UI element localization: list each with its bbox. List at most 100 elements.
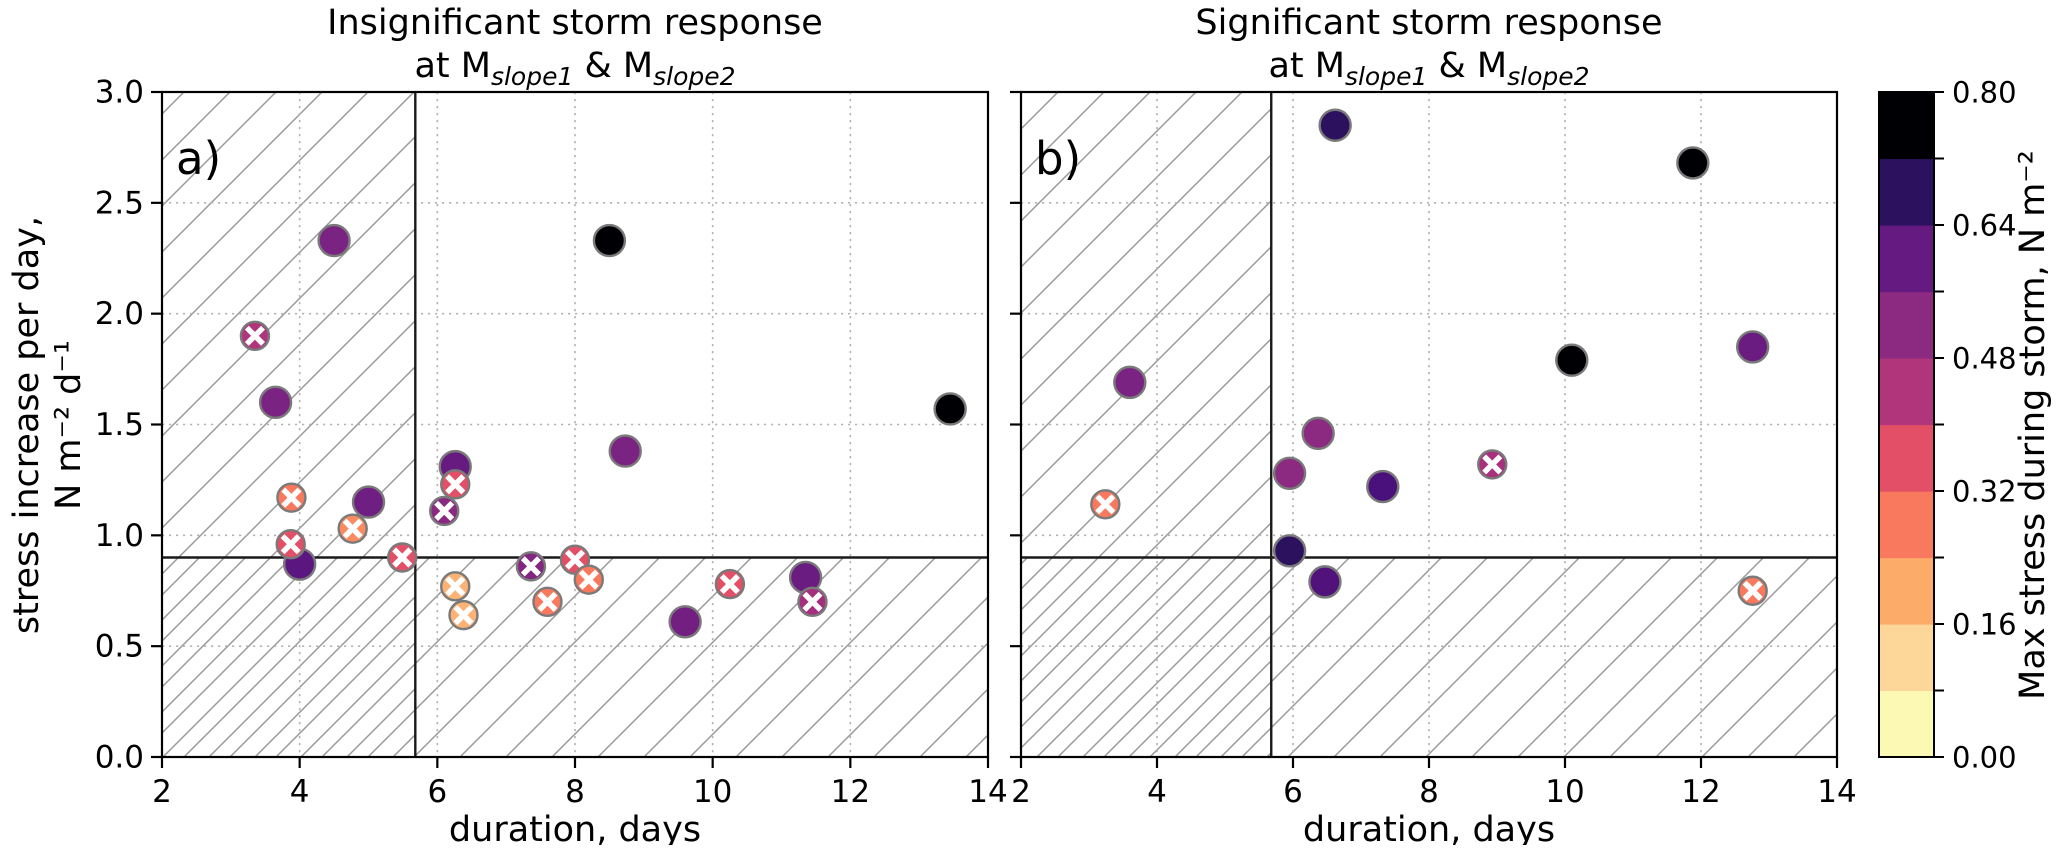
- colorbar-segment: [1879, 557, 1934, 625]
- x-axis-label: duration, days: [1303, 810, 1555, 845]
- x-marker-icon: [564, 549, 586, 570]
- y-tick-label: 3.0: [95, 75, 144, 111]
- x-marker-icon: [434, 500, 455, 522]
- x-tick-label: 12: [831, 774, 870, 810]
- title-subscript: slope1: [491, 62, 573, 91]
- x-marker-icon: [578, 569, 599, 590]
- x-tick-label: 4: [290, 774, 310, 810]
- panel-title-line1: Insignificant storm response: [327, 3, 823, 43]
- title-text: at M: [1268, 46, 1345, 86]
- panel-title-line1: Significant storm response: [1195, 3, 1662, 43]
- x-marker-icon: [392, 547, 413, 568]
- colorbar: 0.00 0.16 0.32 0.48 0.64 0.80 Max stress durin…: [1878, 76, 2053, 775]
- data-point-circle: [1113, 365, 1147, 400]
- data-point-circle: [1301, 416, 1335, 451]
- x-tick-label: 14: [1817, 774, 1856, 810]
- panel-letter: b): [1035, 132, 1081, 185]
- data-point: [440, 571, 471, 602]
- data-point-circle: [668, 605, 702, 639]
- data-point: [317, 223, 351, 258]
- x-tick-label: 4: [1147, 774, 1167, 810]
- low-stress-hatched-region: [162, 557, 988, 757]
- x-tick-label: 14: [968, 774, 1007, 810]
- data-point-circle: [1676, 146, 1710, 180]
- data-point-circle: [1308, 565, 1342, 599]
- x-marker-icon: [280, 534, 301, 555]
- colorbar-segment: [1879, 291, 1934, 359]
- data-point: [1113, 365, 1147, 400]
- x-tick-label: 8: [1419, 774, 1439, 810]
- colorbar-tick-label: 0.80: [1952, 76, 2017, 110]
- colorbar-tick-label: 0.32: [1952, 475, 2017, 509]
- colorbar-segment: [1879, 92, 1934, 160]
- colorbar-segment: [1879, 225, 1934, 293]
- colorbar-segment: [1879, 690, 1934, 758]
- data-point: [1090, 489, 1121, 520]
- data-point: [387, 542, 418, 573]
- x-marker-icon: [1095, 494, 1116, 515]
- data-point: [608, 434, 642, 468]
- data-point: [1272, 534, 1307, 568]
- data-point: [714, 568, 746, 600]
- data-point-circle: [1366, 469, 1400, 504]
- data-point-circle: [1555, 343, 1589, 377]
- data-point: [258, 385, 293, 420]
- x-tick-label: 6: [1283, 774, 1303, 810]
- data-point-circle: [317, 223, 351, 258]
- colorbar-tick-label: 0.16: [1952, 608, 2017, 642]
- colorbar-segment: [1879, 358, 1934, 426]
- x-marker-icon: [445, 474, 466, 495]
- data-point: [1555, 343, 1589, 377]
- title-subscript: slope2: [1507, 62, 1589, 91]
- x-marker-icon: [802, 591, 823, 612]
- x-axis-label: duration, days: [449, 810, 701, 845]
- panel-title-line2: at Mslope1 & Mslope2: [414, 46, 735, 91]
- data-point-circle: [1272, 456, 1307, 490]
- data-point: [351, 485, 386, 519]
- x-marker-icon: [445, 576, 466, 597]
- y-tick-label: 2.5: [95, 185, 144, 221]
- y-tick-label: 0.0: [95, 740, 144, 776]
- data-point: [573, 564, 604, 595]
- data-point: [1737, 575, 1768, 606]
- data-point: [448, 599, 479, 631]
- data-point-circle: [258, 385, 293, 420]
- data-point-circle: [1272, 534, 1307, 568]
- data-point-circle: [592, 223, 627, 258]
- x-tick-label: 8: [565, 774, 585, 810]
- data-point: [668, 605, 702, 639]
- y-axis-label-line2: N m⁻² d⁻¹: [49, 340, 89, 510]
- y-tick-label: 0.5: [95, 629, 144, 665]
- x-tick-label: 12: [1681, 774, 1720, 810]
- data-point: [1735, 330, 1770, 364]
- data-point: [1272, 456, 1307, 490]
- colorbar-axis-label: Max stress during storm, N m⁻²: [2013, 150, 2053, 700]
- data-point: [276, 482, 307, 513]
- y-tick-label: 1.5: [95, 407, 144, 443]
- colorbar-segment: [1879, 158, 1934, 226]
- x-marker-icon: [520, 556, 542, 577]
- colorbar-segment: [1879, 491, 1934, 559]
- data-point: [1676, 146, 1710, 180]
- colorbar-segment: [1879, 424, 1934, 492]
- panel-letter: a): [176, 132, 221, 185]
- title-text: & M: [573, 46, 653, 86]
- x-marker-icon: [244, 325, 265, 346]
- colorbar-tick-label: 0.64: [1952, 209, 2017, 243]
- data-point: [933, 392, 967, 426]
- data-point: [1318, 108, 1352, 142]
- x-marker-icon: [1742, 580, 1763, 601]
- data-point: [1308, 565, 1342, 599]
- title-text: & M: [1427, 46, 1507, 86]
- data-point: [1366, 469, 1400, 504]
- x-marker-icon: [537, 591, 558, 612]
- x-tick-label: 2: [1011, 774, 1031, 810]
- panel-title-line2: at Mslope1 & Mslope2: [1268, 46, 1589, 91]
- colorbar-segment: [1879, 624, 1934, 692]
- title-text: at M: [414, 46, 491, 86]
- data-point-circle: [351, 485, 386, 519]
- x-tick-label: 10: [693, 774, 732, 810]
- y-axis-label-line1: stress increase per day,: [7, 216, 47, 634]
